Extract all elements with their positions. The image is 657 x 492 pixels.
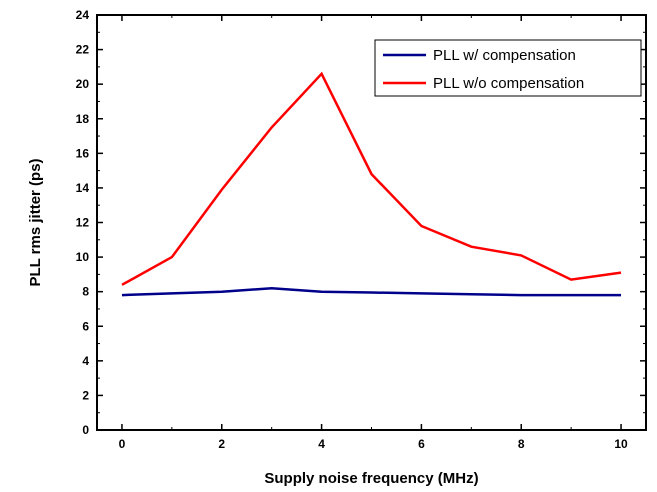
x-tick-label: 4 — [318, 437, 325, 451]
y-tick-label: 6 — [82, 319, 89, 333]
x-tick-label: 6 — [418, 437, 425, 451]
legend: PLL w/ compensation PLL w/o compensation — [374, 39, 642, 97]
series-layer — [121, 71, 622, 297]
legend-label-uncompensated: PLL w/o compensation — [433, 75, 584, 92]
y-tick-label: 2 — [82, 388, 89, 402]
y-tick-label: 4 — [82, 354, 89, 368]
x-tick-label: 8 — [518, 437, 525, 451]
legend-box — [374, 39, 642, 97]
y-tick-label: 8 — [82, 285, 89, 299]
y-tick-label: 22 — [76, 43, 90, 57]
y-tick-label: 12 — [76, 216, 90, 230]
series-line-compensated — [121, 286, 621, 297]
x-tick-label: 2 — [218, 437, 225, 451]
legend-label-compensated: PLL w/ compensation — [433, 47, 576, 64]
y-tick-label: 24 — [76, 8, 90, 22]
x-tick-label: 10 — [614, 437, 628, 451]
y-tick-label: 16 — [76, 146, 90, 160]
x-tick-label: 0 — [119, 437, 126, 451]
y-tick-label: 18 — [76, 112, 90, 126]
x-axis-title: Supply noise frequency (MHz) — [264, 470, 478, 487]
y-tick-label: 20 — [76, 77, 90, 91]
series-line-uncompensated — [121, 71, 622, 286]
y-tick-label: 14 — [76, 181, 90, 195]
y-tick-label: 0 — [82, 423, 89, 437]
y-axis-title: PLL rms jitter (ps) — [27, 158, 44, 286]
y-tick-label: 10 — [76, 250, 90, 264]
